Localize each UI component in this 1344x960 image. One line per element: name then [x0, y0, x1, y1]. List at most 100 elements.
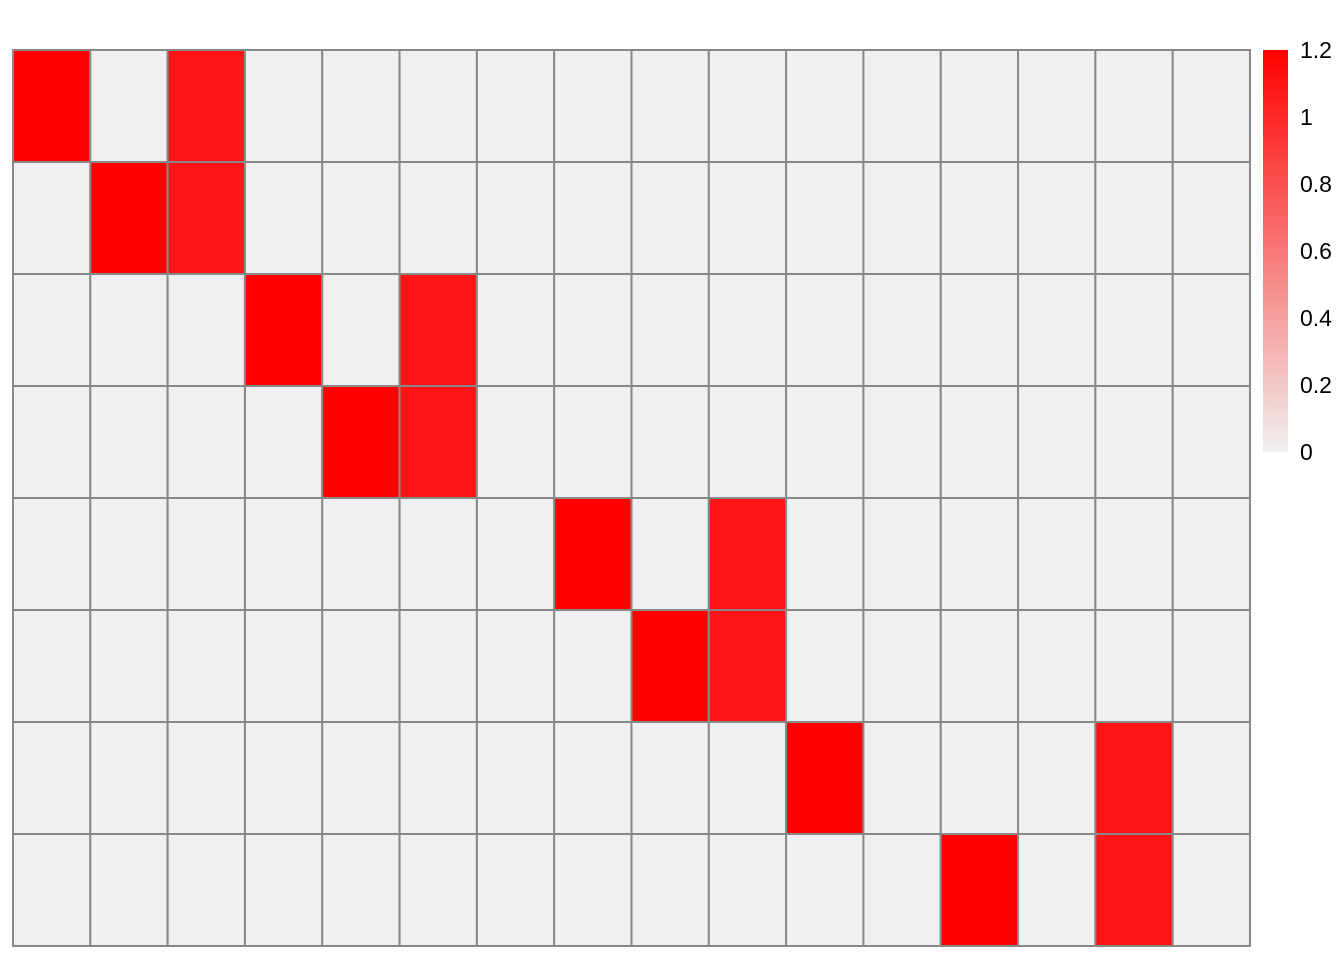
heatmap-cell-r8-c13 — [939, 833, 1020, 947]
heatmap-cell-r2-c16 — [1171, 161, 1251, 275]
heatmap-cell-r5-c11 — [785, 497, 865, 611]
heatmap-cell-r3-c15 — [1094, 273, 1174, 387]
heatmap-grid — [12, 49, 1251, 947]
heatmap-cell-r7-c13 — [939, 721, 1020, 835]
heatmap-cell-r6-c2 — [89, 609, 169, 723]
heatmap-cell-r7-c7 — [475, 721, 556, 835]
heatmap-cell-r4-c5 — [321, 385, 401, 499]
heatmap-cell-r1-c9 — [630, 49, 710, 163]
heatmap-cell-r3-c3 — [166, 273, 246, 387]
colorbar-tick-label: 1 — [1300, 104, 1313, 130]
heatmap-cell-r1-c11 — [785, 49, 865, 163]
heatmap-cell-r6-c6 — [398, 609, 478, 723]
heatmap-cell-r1-c14 — [1017, 49, 1097, 163]
heatmap-cell-r1-c10 — [707, 49, 788, 163]
heatmap-cell-r5-c9 — [630, 497, 710, 611]
heatmap-cell-r4-c14 — [1017, 385, 1097, 499]
heatmap-cell-r4-c4 — [243, 385, 324, 499]
heatmap-cell-r6-c12 — [862, 609, 942, 723]
heatmap-cell-r4-c8 — [553, 385, 633, 499]
heatmap-cell-r2-c15 — [1094, 161, 1174, 275]
heatmap-cell-r3-c6 — [398, 273, 478, 387]
heatmap-cell-r7-c12 — [862, 721, 942, 835]
heatmap-cell-r3-c8 — [553, 273, 633, 387]
heatmap-cell-r6-c5 — [321, 609, 401, 723]
heatmap-cell-r8-c1 — [12, 833, 92, 947]
heatmap-cell-r4-c16 — [1171, 385, 1251, 499]
heatmap-cell-r6-c14 — [1017, 609, 1097, 723]
colorbar-gradient — [1263, 50, 1288, 452]
heatmap-cell-r6-c15 — [1094, 609, 1174, 723]
heatmap-cell-r7-c1 — [12, 721, 92, 835]
heatmap-cell-r1-c15 — [1094, 49, 1174, 163]
heatmap-cell-r2-c8 — [553, 161, 633, 275]
heatmap-cell-r8-c8 — [553, 833, 633, 947]
heatmap-cell-r6-c9 — [630, 609, 710, 723]
colorbar-ticks: 0 0.2 0.4 0.6 0.8 1 1.2 — [1300, 37, 1332, 465]
heatmap-cell-r4-c10 — [707, 385, 788, 499]
heatmap-cell-r1-c13 — [939, 49, 1020, 163]
heatmap-cell-r4-c12 — [862, 385, 942, 499]
colorbar-tick-label: 1.2 — [1300, 37, 1332, 63]
heatmap-cell-r2-c6 — [398, 161, 478, 275]
heatmap-cell-r6-c7 — [475, 609, 556, 723]
heatmap-cell-r6-c4 — [243, 609, 324, 723]
heatmap-cell-r8-c2 — [89, 833, 169, 947]
heatmap-cell-r8-c3 — [166, 833, 246, 947]
heatmap-cell-r7-c14 — [1017, 721, 1097, 835]
heatmap-cell-r8-c11 — [785, 833, 865, 947]
heatmap-cell-r3-c11 — [785, 273, 865, 387]
heatmap-cell-r2-c9 — [630, 161, 710, 275]
heatmap-cell-r6-c8 — [553, 609, 633, 723]
heatmap-cell-r6-c16 — [1171, 609, 1251, 723]
heatmap-cell-r3-c5 — [321, 273, 401, 387]
colorbar-tick-label: 0.2 — [1300, 372, 1332, 398]
heatmap-cell-r7-c4 — [243, 721, 324, 835]
heatmap-cell-r5-c14 — [1017, 497, 1097, 611]
heatmap-cell-r8-c14 — [1017, 833, 1097, 947]
heatmap-cell-r8-c16 — [1171, 833, 1251, 947]
heatmap-cell-r4-c11 — [785, 385, 865, 499]
colorbar-tick-label: 0.6 — [1300, 238, 1332, 264]
heatmap-cell-r2-c4 — [243, 161, 324, 275]
heatmap-cell-r7-c15 — [1094, 721, 1174, 835]
heatmap-cell-r1-c1 — [12, 49, 92, 163]
heatmap-cell-r2-c3 — [166, 161, 246, 275]
heatmap-cell-r8-c6 — [398, 833, 478, 947]
heatmap-cell-r3-c13 — [939, 273, 1020, 387]
heatmap-cell-r6-c10 — [707, 609, 788, 723]
heatmap-cell-r3-c4 — [243, 273, 324, 387]
heatmap-cell-r4-c15 — [1094, 385, 1174, 499]
heatmap-cell-r3-c7 — [475, 273, 556, 387]
heatmap-cell-r8-c7 — [475, 833, 556, 947]
heatmap-cell-r5-c12 — [862, 497, 942, 611]
heatmap-cell-r7-c5 — [321, 721, 401, 835]
heatmap-cell-r5-c10 — [707, 497, 788, 611]
heatmap-cell-r4-c13 — [939, 385, 1020, 499]
heatmap-cell-r5-c1 — [12, 497, 92, 611]
heatmap-cell-r3-c16 — [1171, 273, 1251, 387]
heatmap-cell-r8-c10 — [707, 833, 788, 947]
heatmap-cell-r8-c12 — [862, 833, 942, 947]
heatmap-cell-r5-c13 — [939, 497, 1020, 611]
colorbar-tick-label: 0.4 — [1300, 305, 1332, 331]
heatmap-cell-r3-c9 — [630, 273, 710, 387]
colorbar-tick-label: 0.8 — [1300, 171, 1332, 197]
heatmap-cell-r1-c12 — [862, 49, 942, 163]
heatmap-cell-r3-c12 — [862, 273, 942, 387]
heatmap-cell-r4-c7 — [475, 385, 556, 499]
heatmap-cell-r1-c4 — [243, 49, 324, 163]
heatmap-cell-r5-c16 — [1171, 497, 1251, 611]
heatmap-cell-r6-c1 — [12, 609, 92, 723]
heatmap-cell-r2-c2 — [89, 161, 169, 275]
heatmap-cell-r7-c6 — [398, 721, 478, 835]
heatmap-cell-r6-c3 — [166, 609, 246, 723]
heatmap-cell-r2-c14 — [1017, 161, 1097, 275]
heatmap-cell-r7-c8 — [553, 721, 633, 835]
heatmap-cell-r3-c2 — [89, 273, 169, 387]
heatmap-cell-r4-c2 — [89, 385, 169, 499]
heatmap-cell-r1-c3 — [166, 49, 246, 163]
heatmap-cell-r2-c10 — [707, 161, 788, 275]
heatmap-cell-r4-c3 — [166, 385, 246, 499]
